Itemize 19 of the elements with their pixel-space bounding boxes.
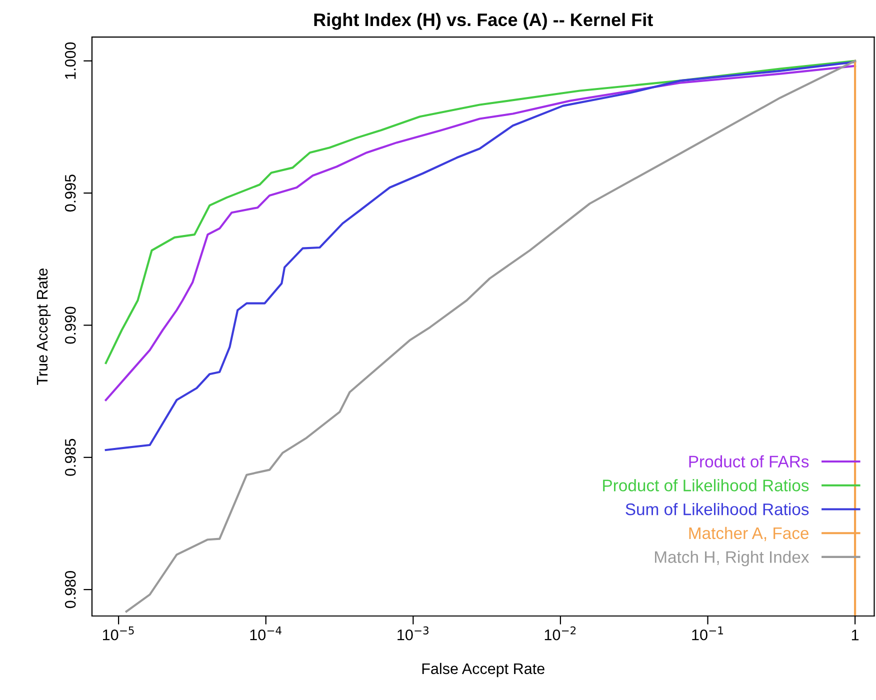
y-tick-label: 0.990 [64,306,76,344]
x-tick-label: 10$^{−4}$ [250,626,282,640]
x-tick-label: 1 [852,630,859,640]
x-tick-label: 10$^{−2}$ [544,626,576,640]
y-axis-title: True Accept Rate [36,268,51,385]
legend-label: Sum of Likelihood Ratios [626,502,809,516]
y-tick-label: 0.985 [64,438,76,476]
legend-label: Product of FARs [689,455,809,468]
y-tick-label: 0.980 [64,571,76,608]
x-tick-label: 10$^{−1}$ [692,626,723,640]
legend-label: Match H, Right Index [655,550,810,566]
y-tick-label: 0.995 [64,174,76,212]
y-tick-label: 1.000 [64,42,76,79]
chart-title: Right Index (H) vs. Face (A) -- Kernel Fit [314,12,653,30]
x-tick-label: 10$^{−3}$ [398,626,428,640]
x-tick-label: 10$^{−5}$ [102,626,134,640]
legend-label: Matcher A, Face [689,526,809,542]
x-axis-title: False Accept Rate [422,662,544,678]
legend-label: Product of Likelihood Ratios [603,479,809,492]
